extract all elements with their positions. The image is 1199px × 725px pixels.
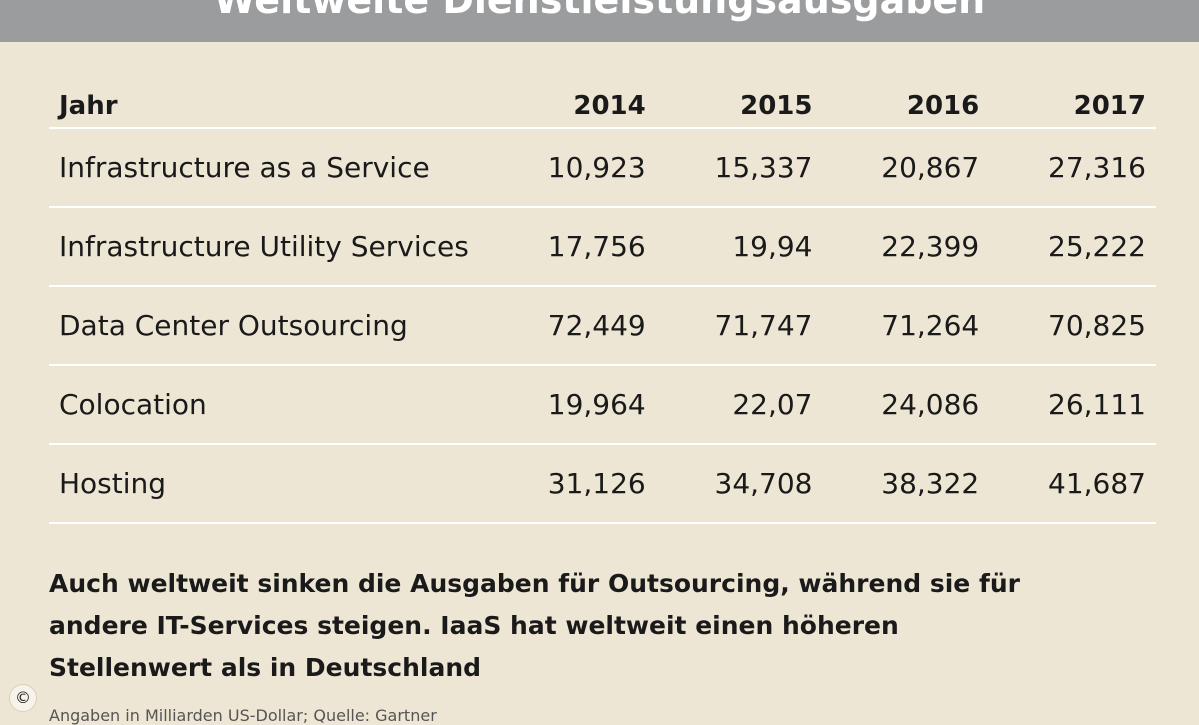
table-row: Infrastructure as a Service 10,923 15,337 2…	[49, 128, 1156, 208]
table-cell-value: 15,337	[655, 128, 823, 208]
table-body: Infrastructure as a Service 10,923 15,337 2…	[49, 128, 1156, 524]
table-row: Infrastructure Utility Services 17,756 19,…	[49, 207, 1156, 287]
column-header-year: 2017	[989, 84, 1156, 129]
row-label: Data Center Outsourcing	[49, 286, 489, 366]
table-cell-value: 10,923	[489, 128, 656, 208]
table-cell-value: 34,708	[655, 444, 823, 524]
data-table: Jahr 2014 2015 2016 2017 Infrastructure as a…	[49, 84, 1156, 524]
row-label: Infrastructure as a Service	[49, 128, 489, 208]
table-cell-value: 22,07	[655, 365, 823, 445]
table-cell-value: 19,94	[655, 207, 823, 287]
table-cell-value: 70,825	[989, 286, 1156, 366]
column-header-year: 2015	[655, 84, 823, 129]
row-label: Hosting	[49, 444, 489, 524]
table-cell-value: 27,316	[989, 128, 1156, 208]
table-cell-value: 22,399	[822, 207, 990, 287]
column-header-label: Jahr	[49, 84, 489, 129]
copyright-icon: ©	[9, 684, 37, 712]
table-row: Colocation 19,964 22,07 24,086 26,111	[49, 365, 1156, 445]
header-row: Jahr 2014 2015 2016 2017	[49, 84, 1156, 129]
source-note: Angaben in Milliarden US-Dollar; Quelle:…	[49, 706, 437, 725]
row-label: Infrastructure Utility Services	[49, 207, 489, 287]
table-cell-value: 72,449	[489, 286, 656, 366]
table-cell-value: 71,747	[655, 286, 823, 366]
table-cell-value: 31,126	[489, 444, 656, 524]
table-cell-value: 41,687	[989, 444, 1156, 524]
footnote: Auch weltweit sinken die Ausgaben für Ou…	[49, 569, 1020, 682]
table-cell-value: 20,867	[822, 128, 990, 208]
table-cell-value: 38,322	[822, 444, 990, 524]
table-cell-value: 25,222	[989, 207, 1156, 287]
row-label: Colocation	[49, 365, 489, 445]
table-row: Data Center Outsourcing 72,449 71,747 71,26…	[49, 286, 1156, 366]
table-cell-value: 71,264	[822, 286, 990, 366]
table-cell-value: 26,111	[989, 365, 1156, 445]
table-row: Hosting 31,126 34,708 38,322 41,687	[49, 444, 1156, 524]
table-cell-value: 17,756	[489, 207, 656, 287]
column-header-year: 2014	[489, 84, 656, 129]
chart-title: Weltweite Dienstleistungsausgaben	[213, 0, 986, 22]
column-header-year: 2016	[822, 84, 990, 129]
table-cell-value: 19,964	[489, 365, 656, 445]
table-cell-value: 24,086	[822, 365, 990, 445]
title-bar: Weltweite Dienstleistungsausgaben	[0, 0, 1199, 42]
